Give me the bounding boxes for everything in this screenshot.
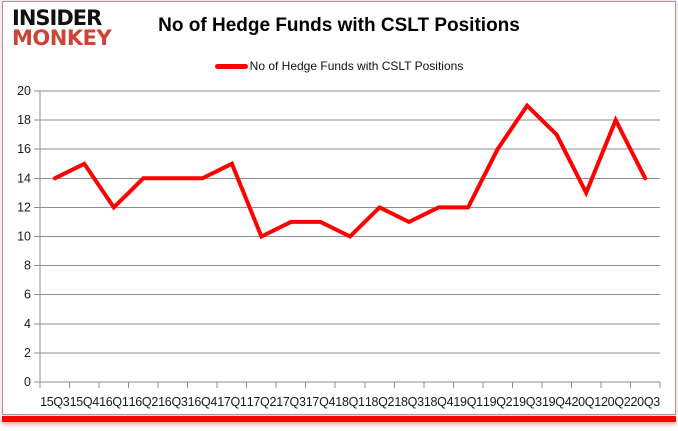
x-tick-label: 16Q4 [188,395,218,409]
y-tick-label: 10 [17,230,31,244]
y-tick-label: 6 [24,288,31,302]
logo-insider-text: INSIDER [12,6,102,30]
x-tick-label: 16Q2 [129,395,159,409]
bottom-red-bar [2,416,676,422]
y-tick-label: 2 [24,346,31,360]
x-tick-label: 20Q2 [601,395,631,409]
y-tick-label: 14 [17,171,31,185]
y-tick-label: 18 [17,113,31,127]
y-tick-label: 12 [17,200,31,214]
chart-title: No of Hedge Funds with CSLT Positions [158,15,520,36]
x-tick-label: 16Q3 [158,395,188,409]
x-tick-label: 20Q3 [631,395,661,409]
x-tick-label: 15Q4 [70,395,100,409]
x-tick-label: 16Q1 [99,395,129,409]
y-tick-label: 16 [17,142,31,156]
y-tick-label: 0 [24,375,31,389]
y-tick-label: 20 [17,84,31,98]
x-tick-label: 17Q3 [276,395,306,409]
x-tick-label: 18Q4 [424,395,454,409]
x-tick-label: 15Q3 [40,395,70,409]
legend: No of Hedge Funds with CSLT Positions [3,59,675,73]
logo-monkey-text: MONKEY [12,25,112,50]
x-tick-label: 20Q1 [571,395,601,409]
x-tick-label: 19Q1 [453,395,483,409]
insider-monkey-logo: INSIDER MONKEY [12,6,112,50]
x-tick-label: 18Q2 [365,395,395,409]
x-tick-label: 17Q2 [247,395,277,409]
x-tick-label: 17Q4 [306,395,336,409]
x-tick-label: 19Q2 [483,395,513,409]
x-tick-label: 18Q3 [394,395,424,409]
x-tick-label: 17Q1 [217,395,247,409]
series-line [52,102,648,240]
x-tick-label: 19Q3 [512,395,542,409]
chart-card: INSIDER MONKEY No of Hedge Funds with CS… [2,1,676,415]
x-tick-label: 18Q1 [335,395,365,409]
y-tick-label: 4 [24,317,31,331]
legend-label: No of Hedge Funds with CSLT Positions [249,59,464,73]
line-chart: 0 2 4 6 8 10 12 14 16 18 20 15Q3 15Q4 16Q1 16Q2 16Q3 16Q… [17,84,661,409]
y-tick-label: 8 [24,259,31,273]
x-tick-label: 19Q4 [542,395,572,409]
legend-line-marker [214,63,248,69]
